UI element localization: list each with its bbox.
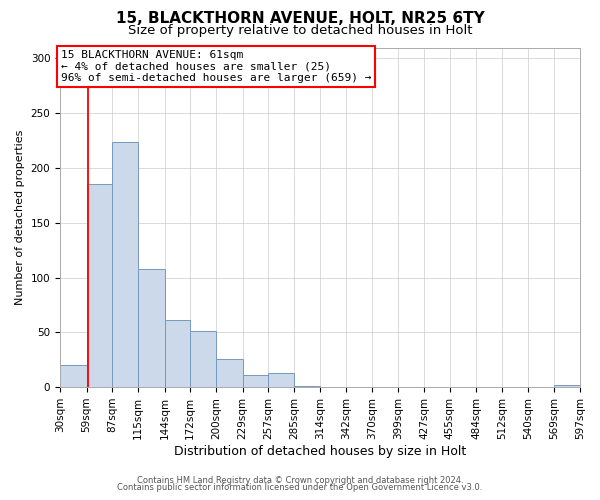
Text: Contains HM Land Registry data © Crown copyright and database right 2024.: Contains HM Land Registry data © Crown c… <box>137 476 463 485</box>
Text: 15 BLACKTHORN AVENUE: 61sqm
← 4% of detached houses are smaller (25)
96% of semi: 15 BLACKTHORN AVENUE: 61sqm ← 4% of deta… <box>61 50 371 83</box>
Bar <box>216 358 242 387</box>
Text: 15, BLACKTHORN AVENUE, HOLT, NR25 6TY: 15, BLACKTHORN AVENUE, HOLT, NR25 6TY <box>116 11 484 26</box>
X-axis label: Distribution of detached houses by size in Holt: Distribution of detached houses by size … <box>174 444 466 458</box>
Bar <box>242 375 268 387</box>
Bar <box>112 142 138 387</box>
Bar <box>554 385 580 387</box>
Bar <box>164 320 190 387</box>
Bar <box>86 184 112 387</box>
Bar <box>138 269 164 387</box>
Bar <box>60 365 86 387</box>
Bar <box>190 331 216 387</box>
Bar <box>294 386 320 387</box>
Text: Size of property relative to detached houses in Holt: Size of property relative to detached ho… <box>128 24 472 37</box>
Text: Contains public sector information licensed under the Open Government Licence v3: Contains public sector information licen… <box>118 484 482 492</box>
Bar <box>268 373 294 387</box>
Y-axis label: Number of detached properties: Number of detached properties <box>15 130 25 305</box>
